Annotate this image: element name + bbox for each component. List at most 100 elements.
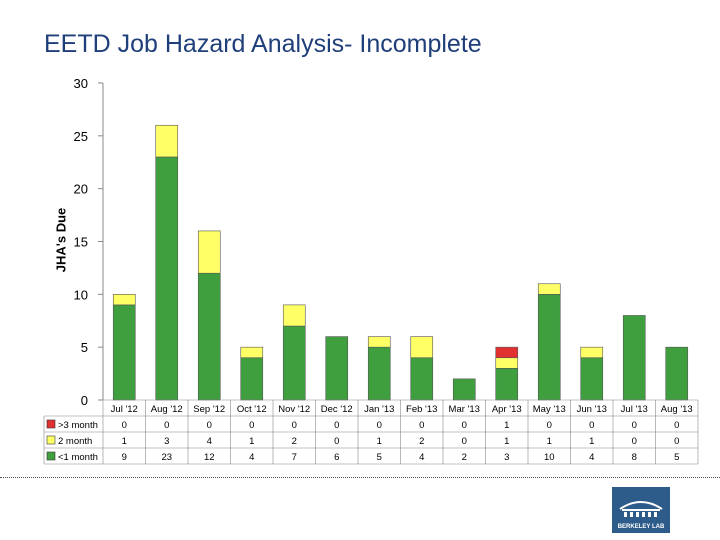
- table-cell-value: 0: [249, 420, 254, 431]
- table-cell-value: 0: [589, 420, 594, 431]
- table-cell-value: 1: [547, 436, 552, 447]
- table-cell-value: 1: [589, 436, 594, 447]
- logo-text: BERKELEY LAB: [618, 524, 665, 530]
- table-cell-value: 5: [377, 452, 382, 463]
- table-cell-value: 4: [589, 452, 594, 463]
- bar-segment: [495, 367, 519, 401]
- x-tick-label: Aug '12: [151, 404, 183, 415]
- bar-segment: [495, 346, 519, 359]
- bar-segment: [155, 124, 179, 158]
- x-tick-label: Sep '12: [193, 404, 225, 415]
- table-cell-value: 0: [419, 420, 424, 431]
- bar-segment: [495, 357, 519, 369]
- table-cell-value: 0: [334, 436, 339, 447]
- x-tick-label: Jan '13: [364, 404, 394, 415]
- table-cell-value: 0: [632, 420, 637, 431]
- table-cell-value: 0: [547, 420, 552, 431]
- bar-segment: [112, 304, 136, 401]
- table-cell-value: 1: [377, 436, 382, 447]
- table-cell-value: 0: [377, 420, 382, 431]
- table-cell-value: 23: [161, 452, 172, 463]
- bar-segment: [367, 336, 391, 348]
- bar-segment: [240, 357, 264, 401]
- table-cell-value: 3: [164, 436, 169, 447]
- bar-segment: [665, 346, 689, 401]
- table-cell-value: 5: [674, 452, 679, 463]
- legend-label: 2 month: [58, 436, 92, 447]
- bar-segment: [282, 304, 306, 327]
- legend-swatch: [46, 451, 56, 461]
- x-tick-label: Feb '13: [406, 404, 437, 415]
- table-cell-value: 8: [632, 452, 637, 463]
- table-cell-value: 0: [164, 420, 169, 431]
- x-tick-label: Dec '12: [321, 404, 353, 415]
- bar-segment: [282, 325, 306, 401]
- bar-segment: [197, 272, 221, 401]
- y-tick-label: 30: [74, 76, 88, 91]
- table-cell-value: 0: [334, 420, 339, 431]
- y-tick-label: 10: [74, 287, 88, 302]
- table-cell-value: 6: [334, 452, 339, 463]
- x-tick-label: Jun '13: [577, 404, 607, 415]
- footer-divider: [0, 477, 720, 478]
- table-cell-value: 0: [122, 420, 127, 431]
- table-cell-value: 10: [544, 452, 555, 463]
- table-cell-value: 12: [204, 452, 215, 463]
- table-cell-value: 2: [419, 436, 424, 447]
- bar-segment: [112, 294, 136, 306]
- table-cell-value: 7: [292, 452, 297, 463]
- table-cell-value: 9: [122, 452, 127, 463]
- x-tick-label: Oct '12: [237, 404, 267, 415]
- table-cell-value: 0: [674, 420, 679, 431]
- bar-segment: [325, 336, 349, 401]
- table-cell-value: 0: [632, 436, 637, 447]
- bar-segment: [367, 346, 391, 401]
- bar-segment: [240, 346, 264, 359]
- x-tick-label: Jul '13: [621, 404, 648, 415]
- berkeley-lab-logo: BERKELEY LAB: [612, 487, 670, 533]
- legend-label: <1 month: [58, 452, 98, 463]
- table-cell-value: 4: [419, 452, 424, 463]
- table-cell-value: 3: [504, 452, 509, 463]
- table-cell-value: 1: [504, 420, 509, 431]
- bar-segment: [537, 294, 561, 401]
- x-tick-label: Nov '12: [278, 404, 310, 415]
- x-tick-label: Aug '13: [661, 404, 693, 415]
- table-cell-value: 0: [292, 420, 297, 431]
- table-cell-value: 0: [462, 436, 467, 447]
- bar-segment: [155, 156, 179, 401]
- table-cell-value: 1: [504, 436, 509, 447]
- table-cell-value: 0: [674, 436, 679, 447]
- y-tick-label: 20: [74, 182, 88, 197]
- table-cell-value: 1: [249, 436, 254, 447]
- bar-segment: [197, 230, 221, 274]
- x-tick-label: Jul '12: [111, 404, 138, 415]
- table-cell-value: 2: [462, 452, 467, 463]
- y-tick-label: 25: [74, 129, 88, 144]
- legend-swatch: [46, 435, 56, 445]
- x-tick-label: Mar '13: [449, 404, 480, 415]
- bar-segment: [580, 357, 604, 401]
- page-title: EETD Job Hazard Analysis- Incomplete: [44, 30, 482, 58]
- x-tick-label: Apr '13: [492, 404, 522, 415]
- bar-segment: [452, 378, 476, 401]
- bar-segment: [537, 283, 561, 295]
- lab-building-icon: BERKELEY LAB: [618, 501, 665, 530]
- legend-swatch: [46, 419, 56, 429]
- y-tick-label: 5: [81, 340, 88, 355]
- table-cell-value: 0: [462, 420, 467, 431]
- legend-label: >3 month: [58, 420, 98, 431]
- bar-segment: [622, 315, 646, 401]
- table-cell-value: 4: [207, 436, 212, 447]
- bar-segment: [410, 336, 434, 359]
- table-cell-value: 4: [249, 452, 254, 463]
- y-tick-label: 15: [74, 235, 88, 250]
- y-tick-label: 0: [81, 393, 88, 408]
- x-tick-label: May '13: [533, 404, 566, 415]
- bar-segment: [410, 357, 434, 401]
- bar-segment: [580, 346, 604, 359]
- table-cell-value: 0: [207, 420, 212, 431]
- table-cell-value: 1: [122, 436, 127, 447]
- table-cell-value: 2: [292, 436, 297, 447]
